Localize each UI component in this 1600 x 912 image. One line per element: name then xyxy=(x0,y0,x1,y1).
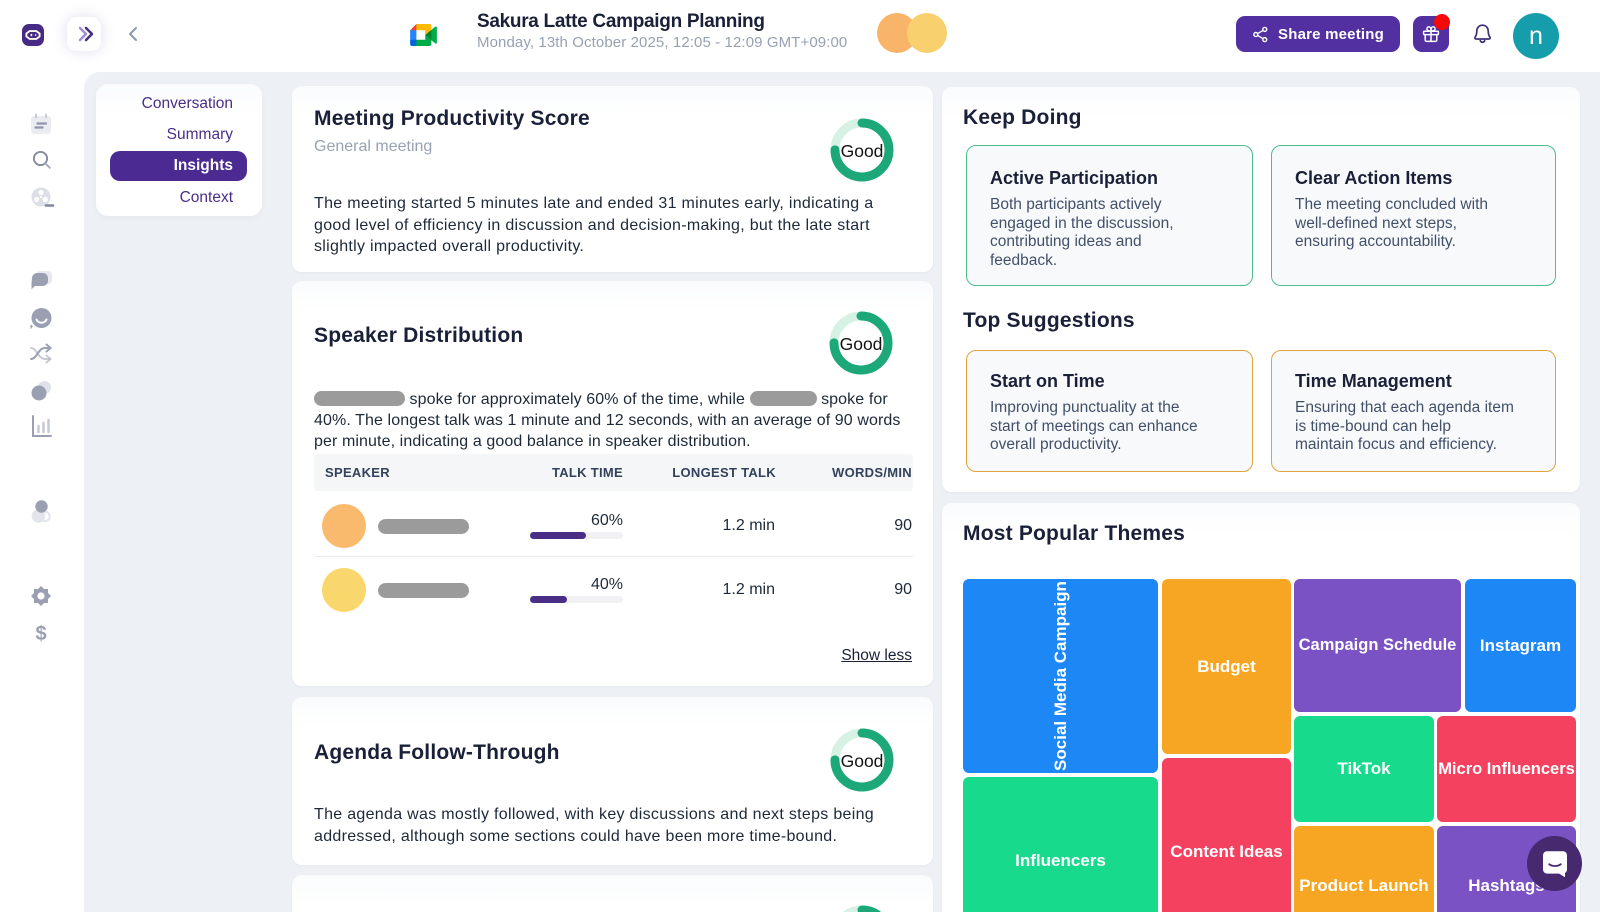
svg-text:$: $ xyxy=(35,623,46,645)
